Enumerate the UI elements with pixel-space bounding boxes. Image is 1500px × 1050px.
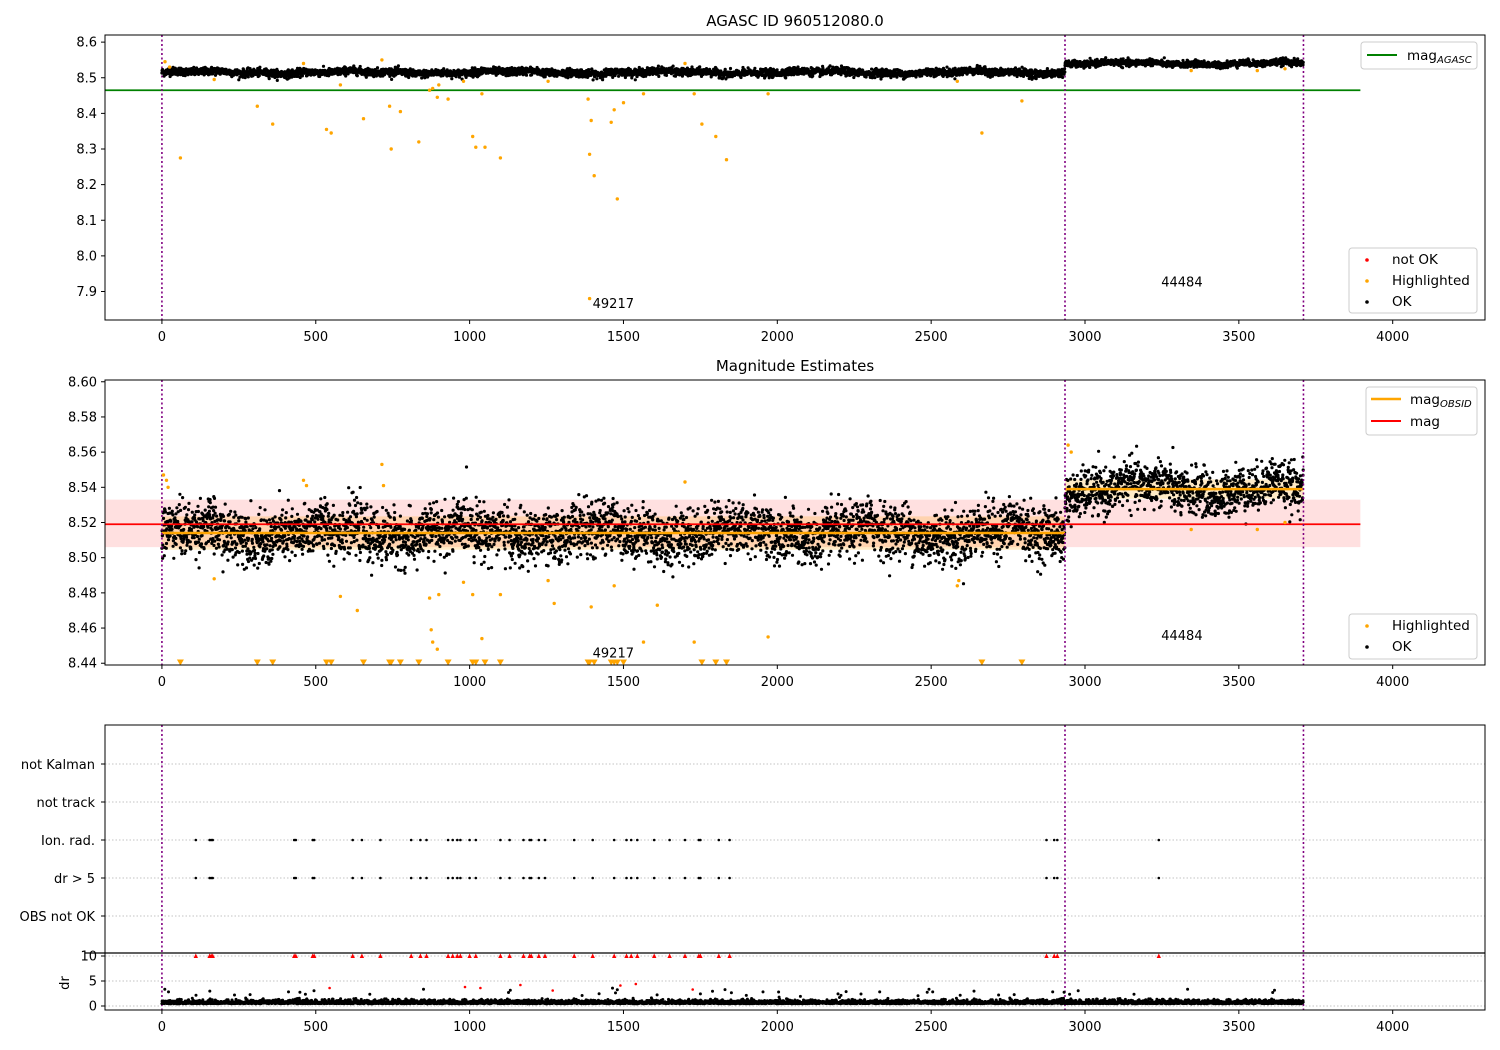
ok-point xyxy=(210,65,214,69)
ok-point xyxy=(300,74,304,78)
ok-point xyxy=(298,75,302,80)
ok-point xyxy=(601,78,605,82)
ok-point xyxy=(355,74,359,78)
ok-point xyxy=(186,73,190,77)
ok-point xyxy=(237,78,241,82)
ok-point xyxy=(591,78,595,82)
ok-point xyxy=(656,64,661,68)
ok-point xyxy=(374,74,378,78)
ok-point xyxy=(338,72,342,76)
ok-point xyxy=(450,77,454,81)
ok-point xyxy=(1121,66,1125,70)
ok-point xyxy=(753,66,757,70)
ok-point xyxy=(321,64,326,68)
ok-point xyxy=(633,78,637,82)
ok-point xyxy=(664,73,669,77)
ok-point xyxy=(364,75,368,79)
ok-point xyxy=(828,64,832,68)
ok-point xyxy=(728,66,733,71)
ok-point xyxy=(267,77,271,81)
ok-point xyxy=(671,64,675,68)
ok-point xyxy=(275,78,279,82)
ok-point xyxy=(258,65,262,69)
ok-point xyxy=(442,67,446,71)
ok-point xyxy=(269,68,273,72)
ok-point xyxy=(358,64,362,69)
ok-point xyxy=(698,65,702,69)
ok-point xyxy=(1063,70,1067,74)
ok-point xyxy=(784,76,788,80)
ok-point xyxy=(524,73,529,77)
ok-point xyxy=(318,74,322,79)
ok-point xyxy=(617,74,621,78)
ok-point xyxy=(1162,56,1166,60)
ok-point xyxy=(390,77,394,81)
ok-point xyxy=(257,74,261,78)
ok-point xyxy=(246,75,250,79)
ok-point xyxy=(1063,67,1067,71)
ok-point xyxy=(375,66,380,70)
ok-point xyxy=(192,65,196,69)
ok-point xyxy=(457,75,462,79)
ok-point xyxy=(195,66,199,70)
ok-point xyxy=(657,74,661,78)
ok-point xyxy=(407,75,411,80)
ok-point xyxy=(953,77,957,81)
ok-point xyxy=(1104,56,1108,60)
ok-point xyxy=(873,76,877,80)
panel1-title: AGASC ID 960512080.0 xyxy=(706,12,884,30)
ok-point xyxy=(1061,75,1065,79)
ok-point xyxy=(595,77,599,81)
ok-point xyxy=(396,64,400,68)
ok-point xyxy=(852,75,856,80)
ok-point xyxy=(1235,66,1239,70)
ok-point xyxy=(811,74,815,78)
ok-point xyxy=(870,67,874,71)
